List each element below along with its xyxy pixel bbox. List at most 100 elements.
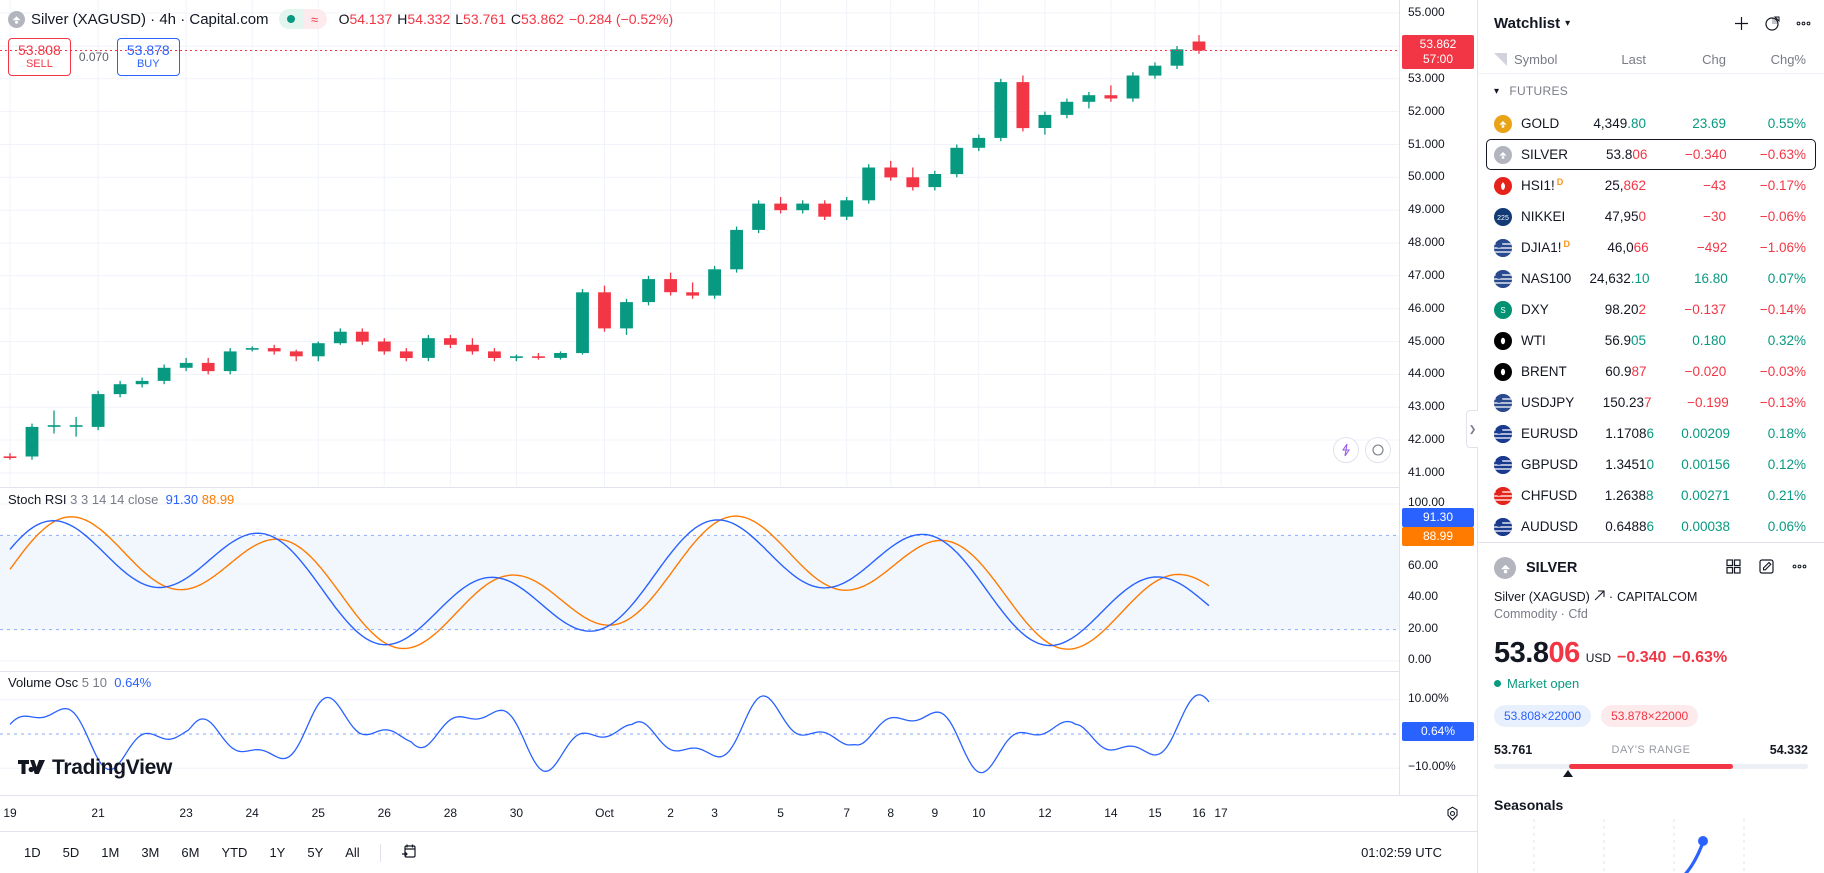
price-scale-label: 41.000 bbox=[1408, 464, 1445, 479]
watchlist-group-futures[interactable]: ▾ FUTURES bbox=[1478, 74, 1824, 108]
watchlist-title[interactable]: Watchlist bbox=[1494, 14, 1561, 32]
seasonals-title: Seasonals bbox=[1494, 797, 1564, 813]
price-scale-label: 49.000 bbox=[1408, 202, 1445, 217]
pie-chart-icon[interactable] bbox=[1764, 15, 1781, 32]
price-pane[interactable] bbox=[0, 0, 1399, 486]
days-range-row: 53.761 DAY'S RANGE 54.332 bbox=[1494, 743, 1808, 757]
timeframe-6m[interactable]: 6M bbox=[181, 845, 200, 860]
watchlist-row-dxy[interactable]: S DXY 98.202 −0.137 −0.14% bbox=[1478, 294, 1824, 325]
oil-icon bbox=[1494, 362, 1512, 381]
stoch-rsi-pane[interactable] bbox=[0, 487, 1399, 670]
row-chg: 23.69 bbox=[1692, 116, 1726, 131]
row-symbol: GOLD bbox=[1494, 114, 1566, 133]
alert-icon[interactable] bbox=[1365, 437, 1391, 463]
price-scale-label: 55.000 bbox=[1408, 5, 1445, 20]
more-horizontal-icon[interactable] bbox=[1795, 15, 1812, 32]
goto-date-icon[interactable] bbox=[391, 838, 427, 867]
ohlc-low: L53.761 bbox=[455, 11, 506, 27]
watchlist-row-wti[interactable]: WTI 56.905 0.180 0.32% bbox=[1478, 325, 1824, 356]
row-symbol-label: BRENT bbox=[1521, 364, 1567, 379]
watchlist-row-silver[interactable]: SILVER 53.806 −0.340 −0.63% bbox=[1478, 139, 1824, 170]
row-last: 4,349.80 bbox=[1593, 116, 1646, 131]
stoch-k-badge: 91.30 bbox=[1402, 507, 1474, 527]
stoch-rsi-legend[interactable]: Stoch RSI 3 3 14 14 close 91.30 88.99 bbox=[8, 492, 234, 507]
row-chg: 0.180 bbox=[1692, 333, 1726, 348]
row-symbol-label: GOLD bbox=[1521, 116, 1560, 131]
watchlist-row-gold[interactable]: GOLD 4,349.80 23.69 0.55% bbox=[1478, 108, 1824, 139]
time-axis-label: 12 bbox=[1038, 806, 1052, 820]
column-chgp[interactable]: Chg% bbox=[1770, 52, 1806, 67]
column-symbol[interactable]: Symbol bbox=[1494, 52, 1566, 67]
watchlist-actions bbox=[1733, 15, 1812, 32]
watchlist-row-djia1[interactable]: DJIA1! D 46,066 −492 −1.06% bbox=[1478, 232, 1824, 263]
range-label: DAY'S RANGE bbox=[1611, 744, 1691, 756]
timeframe-1m[interactable]: 1M bbox=[101, 845, 120, 860]
watchlist-row-usdjpy[interactable]: USDJPY 150.237 −0.199 −0.13% bbox=[1478, 387, 1824, 418]
row-chgp: 0.12% bbox=[1767, 457, 1807, 472]
price-scale[interactable]: 55.000 53.000 52.000 51.000 50.000 49.000 48.0… bbox=[1399, 0, 1478, 795]
timeframe-1d[interactable]: 1D bbox=[24, 845, 41, 860]
watchlist-row-audusd[interactable]: AUDUSD 0.64886 0.00038 0.06% bbox=[1478, 511, 1824, 542]
watchlist-row-nikkei[interactable]: 225 NIKKEI 47,950 −30 −0.06% bbox=[1478, 201, 1824, 232]
chart-title[interactable]: Silver (XAGUSD) · 4h · Capital.com bbox=[31, 10, 269, 28]
volume-osc-pane[interactable] bbox=[0, 671, 1399, 795]
timeframe-ytd[interactable]: YTD bbox=[221, 845, 248, 860]
bid-quote[interactable]: 53.808×22000 bbox=[1494, 705, 1592, 727]
row-last: 47,950 bbox=[1604, 209, 1646, 224]
watchlist-row-nas100[interactable]: NAS100 24,632.10 16.80 0.07% bbox=[1478, 263, 1824, 294]
time-axis-label: 21 bbox=[91, 806, 105, 820]
ask-quote[interactable]: 53.878×22000 bbox=[1601, 705, 1699, 727]
watchlist-row-brent[interactable]: BRENT 60.987 −0.020 −0.03% bbox=[1478, 356, 1824, 387]
row-symbol: 225 NIKKEI bbox=[1494, 207, 1566, 226]
row-symbol: EURUSD bbox=[1494, 424, 1578, 443]
row-chg: 0.00209 bbox=[1681, 426, 1731, 441]
edit-icon[interactable] bbox=[1758, 558, 1775, 578]
range-fill bbox=[1569, 764, 1733, 769]
more-horizontal-icon[interactable] bbox=[1791, 558, 1808, 578]
watchlist-row-hsi1[interactable]: HSI1! D 25,862 −43 −0.17% bbox=[1478, 170, 1824, 201]
row-last: 60.987 bbox=[1605, 364, 1647, 379]
details-actions bbox=[1725, 558, 1808, 578]
timeframe-5y[interactable]: 5Y bbox=[307, 845, 324, 860]
row-chgp: −1.06% bbox=[1759, 240, 1806, 255]
us-flag-icon bbox=[1494, 269, 1512, 288]
volume-osc-params: 5 10 bbox=[81, 675, 108, 690]
time-axis[interactable]: 19 21 23 24 25 26 28 30 Oct 2 3 5 7 8 9 10 12 14 15 16 17 bbox=[0, 795, 1478, 831]
grid-icon[interactable] bbox=[1725, 558, 1742, 578]
buy-button[interactable]: 53.878 BUY bbox=[116, 38, 180, 76]
chevron-down-icon[interactable]: ▾ bbox=[1565, 17, 1571, 29]
watchlist-row-eurusd[interactable]: EURUSD 1.17086 0.00209 0.18% bbox=[1478, 418, 1824, 449]
stoch-scale-label: 60.00 bbox=[1408, 557, 1439, 572]
timeframe-all[interactable]: All bbox=[345, 845, 360, 860]
row-last: 46,066 bbox=[1607, 240, 1649, 255]
chevron-down-icon[interactable]: ▾ bbox=[1494, 85, 1500, 97]
days-range-bar bbox=[1494, 764, 1808, 769]
chfusd-icon bbox=[1494, 486, 1512, 505]
watchlist-row-gbpusd[interactable]: GBPUSD 1.34510 0.00156 0.12% bbox=[1478, 449, 1824, 480]
stoch-scale-label: 40.00 bbox=[1408, 589, 1439, 604]
external-link-icon[interactable] bbox=[1594, 590, 1605, 604]
timeframe-5d[interactable]: 5D bbox=[62, 845, 80, 860]
watchlist-row-chfusd[interactable]: CHFUSD 1.26388 0.00271 0.21% bbox=[1478, 480, 1824, 511]
volume-osc-legend[interactable]: Volume Osc 5 10 0.64% bbox=[8, 675, 151, 690]
details-last-price: 53.806 bbox=[1494, 637, 1580, 669]
replay-icon[interactable] bbox=[1333, 437, 1359, 463]
row-symbol: WTI bbox=[1494, 331, 1566, 350]
bottom-toolbar: 1D 5D 1M 3M 6M YTD 1Y 5Y All 01:02:59 UTC bbox=[0, 831, 1478, 873]
time-axis-label: 7 bbox=[843, 806, 851, 820]
details-header: SILVER bbox=[1494, 557, 1808, 579]
row-chgp: 0.07% bbox=[1767, 271, 1806, 286]
collapse-right-panel-handle[interactable]: ❯ bbox=[1466, 410, 1478, 448]
row-last: 150.237 bbox=[1602, 395, 1652, 410]
column-chg[interactable]: Chg bbox=[1702, 52, 1726, 67]
column-last[interactable]: Last bbox=[1621, 52, 1646, 67]
plus-icon[interactable] bbox=[1733, 15, 1750, 32]
volume-osc-value: 0.64% bbox=[114, 675, 152, 690]
timeframe-1y[interactable]: 1Y bbox=[269, 845, 286, 860]
chart-settings-gear-icon[interactable] bbox=[1445, 806, 1460, 824]
timeframe-3m[interactable]: 3M bbox=[141, 845, 160, 860]
seasonals-chart[interactable] bbox=[1494, 819, 1808, 873]
time-axis-label: 17 bbox=[1214, 806, 1228, 820]
sell-button[interactable]: 53.808 SELL bbox=[8, 38, 71, 76]
row-symbol-label: CHFUSD bbox=[1521, 488, 1578, 503]
